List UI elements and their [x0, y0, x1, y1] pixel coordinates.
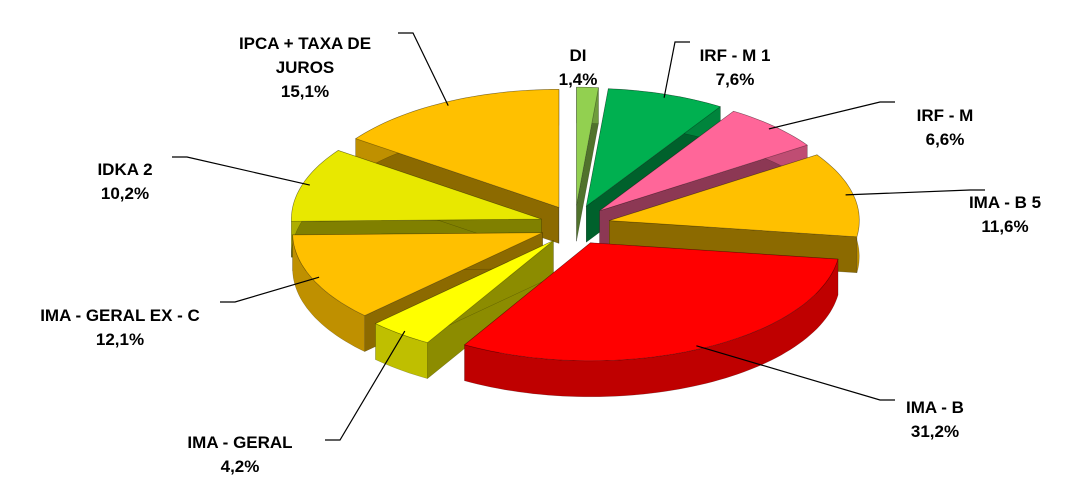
label-name: IMA - GERAL	[187, 433, 293, 452]
slice-top	[599, 110, 808, 212]
data-label: IPCA + TAXA DE JUROS 15,1%	[210, 32, 400, 104]
data-label: IRF - M 1 7,6%	[700, 44, 771, 92]
leader-line	[172, 156, 310, 186]
label-name: IMA - B	[906, 398, 964, 417]
label-name: IMA - B 5	[968, 193, 1042, 212]
slice-top	[576, 86, 599, 206]
label-name: DI	[569, 46, 587, 65]
label-value: 4,2%	[220, 457, 260, 476]
slice-top	[374, 240, 554, 343]
label-name: IPCA + TAXA DE JUROS	[238, 34, 372, 77]
label-value: 11,6%	[981, 217, 1029, 236]
leader-line	[398, 32, 449, 106]
leader-line	[220, 276, 320, 303]
slice-side	[464, 259, 839, 398]
data-label: DI 1,4%	[559, 44, 598, 92]
label-value: 7,6%	[715, 70, 755, 89]
data-label: IDKA 2 10,2%	[97, 158, 152, 206]
label-value: 10,2%	[100, 184, 150, 203]
slice	[463, 242, 839, 398]
label-value: 12,1%	[95, 330, 145, 349]
data-label: IMA - GERAL 4,2%	[187, 431, 292, 479]
label-name: IMA - GERAL EX - C	[40, 306, 200, 325]
data-label: IRF - M 6,6%	[917, 104, 974, 152]
label-value: 6,6%	[925, 130, 965, 149]
leader-line	[663, 41, 690, 98]
leader-line	[696, 345, 895, 401]
slice	[374, 240, 554, 380]
data-label: IMA - B 5 11,6%	[969, 191, 1041, 239]
label-name: IRF - M	[916, 106, 974, 125]
label-value: 15,1%	[280, 82, 330, 101]
label-value: 1,4%	[558, 70, 598, 89]
slice	[576, 86, 599, 242]
slice-top	[354, 89, 560, 208]
slice-top	[463, 242, 839, 362]
slice-top	[292, 232, 543, 316]
data-label: IMA - B 31,2%	[906, 396, 964, 444]
label-name: IRF - M 1	[699, 46, 771, 65]
slice-top	[585, 88, 722, 208]
leader-line	[768, 101, 895, 130]
leader-line	[325, 330, 406, 441]
slice-top	[291, 150, 542, 222]
label-value: 31,2%	[910, 422, 960, 441]
slice	[291, 149, 542, 258]
label-name: IDKA 2	[97, 160, 153, 179]
data-label: IMA - GERAL EX - C 12,1%	[40, 304, 200, 352]
leader-line	[845, 189, 985, 196]
